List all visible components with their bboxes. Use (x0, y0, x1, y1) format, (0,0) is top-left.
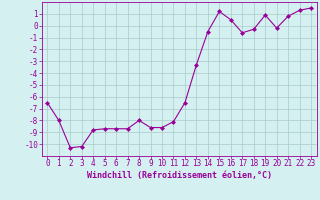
X-axis label: Windchill (Refroidissement éolien,°C): Windchill (Refroidissement éolien,°C) (87, 171, 272, 180)
